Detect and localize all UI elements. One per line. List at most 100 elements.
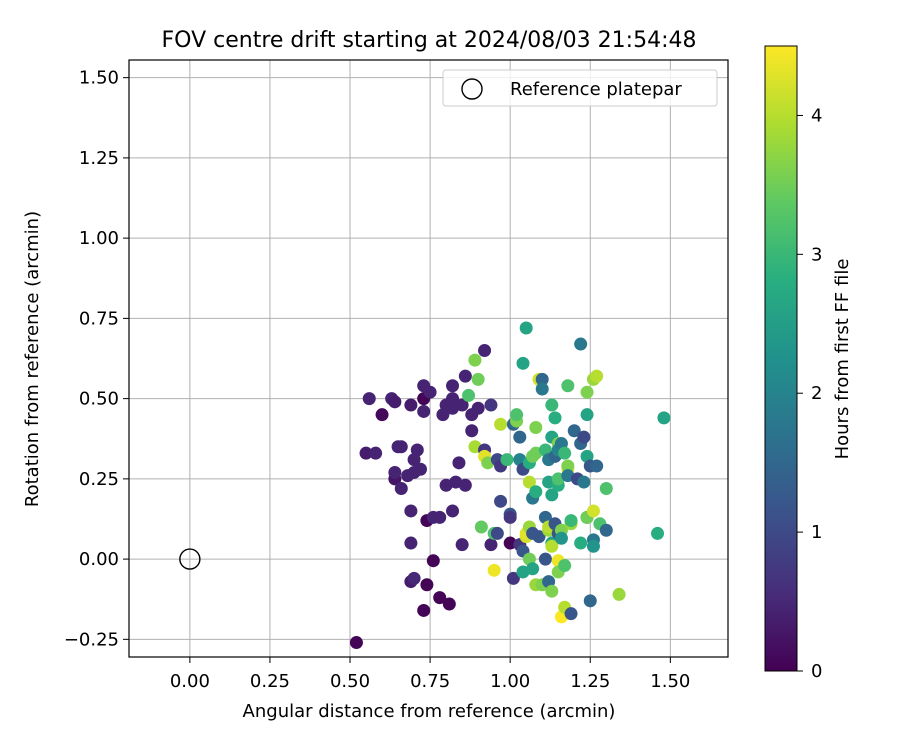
data-point	[375, 408, 389, 422]
data-point	[545, 398, 559, 412]
colorbar-gradient	[764, 45, 798, 672]
data-point	[564, 514, 578, 528]
data-point	[651, 526, 665, 540]
x-tick-label: 0.75	[410, 671, 450, 692]
data-point	[442, 597, 456, 611]
data-point	[494, 417, 508, 431]
data-point	[590, 369, 604, 383]
data-points	[179, 321, 671, 650]
data-point	[394, 481, 408, 495]
data-point	[526, 562, 540, 576]
data-point	[599, 481, 613, 495]
y-tick-label: 1.50	[79, 68, 119, 89]
data-point	[535, 382, 549, 396]
data-point	[388, 465, 402, 479]
colorbar-tick-label: 0	[811, 661, 822, 682]
data-point	[468, 353, 482, 367]
data-point	[407, 571, 421, 585]
data-point	[471, 372, 485, 386]
data-point	[554, 531, 568, 545]
data-point	[474, 520, 488, 534]
data-point	[522, 475, 536, 489]
chart-title: FOV centre drift starting at 2024/08/03 …	[162, 28, 697, 53]
data-point	[586, 504, 600, 518]
data-point	[410, 443, 424, 457]
x-axis-label: Angular distance from reference (arcmin)	[243, 701, 616, 722]
y-tick-label: 0.75	[79, 308, 119, 329]
colorbar: 0 1 2 3 4 Hours from first FF file	[764, 45, 853, 682]
colorbar-tick-label: 4	[811, 105, 822, 126]
data-point	[455, 398, 469, 412]
data-point	[532, 530, 546, 544]
data-point	[446, 379, 460, 393]
data-point	[471, 401, 485, 415]
data-point	[599, 523, 613, 537]
data-point	[494, 494, 508, 508]
data-point	[462, 388, 476, 402]
reference-platepar-marker	[179, 548, 201, 570]
data-point	[586, 539, 600, 553]
data-point	[417, 404, 431, 418]
x-tick-label: 0.50	[330, 671, 370, 692]
data-point	[590, 459, 604, 473]
data-point	[433, 510, 447, 524]
data-point	[561, 459, 575, 473]
data-point	[359, 446, 373, 460]
data-point	[580, 385, 594, 399]
colorbar-ticks: 0 1 2 3 4	[797, 105, 822, 682]
data-point	[657, 411, 671, 425]
data-point	[538, 552, 552, 566]
data-point	[510, 408, 524, 422]
data-point	[455, 538, 469, 552]
data-point	[583, 594, 597, 608]
data-point	[426, 554, 440, 568]
data-point	[484, 398, 498, 412]
data-point	[574, 337, 588, 351]
data-point	[394, 440, 408, 454]
y-tick-label: 0.50	[79, 389, 119, 410]
legend-marker-reference	[461, 78, 483, 100]
x-tick-label: 1.00	[490, 671, 530, 692]
data-point	[561, 379, 575, 393]
x-tick-label: 0.25	[250, 671, 290, 692]
colorbar-label: Hours from first FF file	[832, 259, 853, 460]
legend-entry-reference: Reference platepar	[510, 79, 682, 100]
data-point	[529, 485, 543, 499]
data-point	[349, 636, 363, 650]
data-point	[612, 587, 626, 601]
data-point	[506, 571, 520, 585]
data-point	[484, 538, 498, 552]
data-point	[433, 591, 447, 605]
y-tick-label: 0.00	[79, 549, 119, 570]
y-tick-label: 0.25	[79, 469, 119, 490]
data-point	[548, 411, 562, 425]
data-point	[513, 430, 527, 444]
data-point	[564, 607, 578, 621]
data-point	[413, 462, 427, 476]
y-axis-label: Rotation from reference (arcmin)	[22, 211, 43, 507]
data-point	[500, 453, 514, 467]
data-point	[567, 424, 581, 438]
data-point	[458, 478, 472, 492]
data-point	[465, 424, 479, 438]
data-point	[574, 536, 588, 550]
data-point	[503, 536, 517, 550]
data-point	[503, 510, 517, 524]
data-point	[404, 536, 418, 550]
data-point	[529, 421, 543, 435]
data-point	[558, 446, 572, 460]
data-point	[446, 504, 460, 518]
data-point	[516, 356, 530, 370]
data-point	[388, 395, 402, 409]
x-tick-label: 1.25	[570, 671, 610, 692]
colorbar-tick-label: 3	[811, 244, 822, 265]
x-tick-label: 1.50	[650, 671, 690, 692]
x-axis-ticks: 0.00 0.25 0.50 0.75 1.00 1.25 1.50	[170, 657, 690, 692]
colorbar-tick-label: 2	[811, 383, 822, 404]
data-point	[558, 559, 572, 573]
data-point	[577, 475, 591, 489]
data-point	[420, 578, 434, 592]
y-tick-label: 1.25	[79, 148, 119, 169]
